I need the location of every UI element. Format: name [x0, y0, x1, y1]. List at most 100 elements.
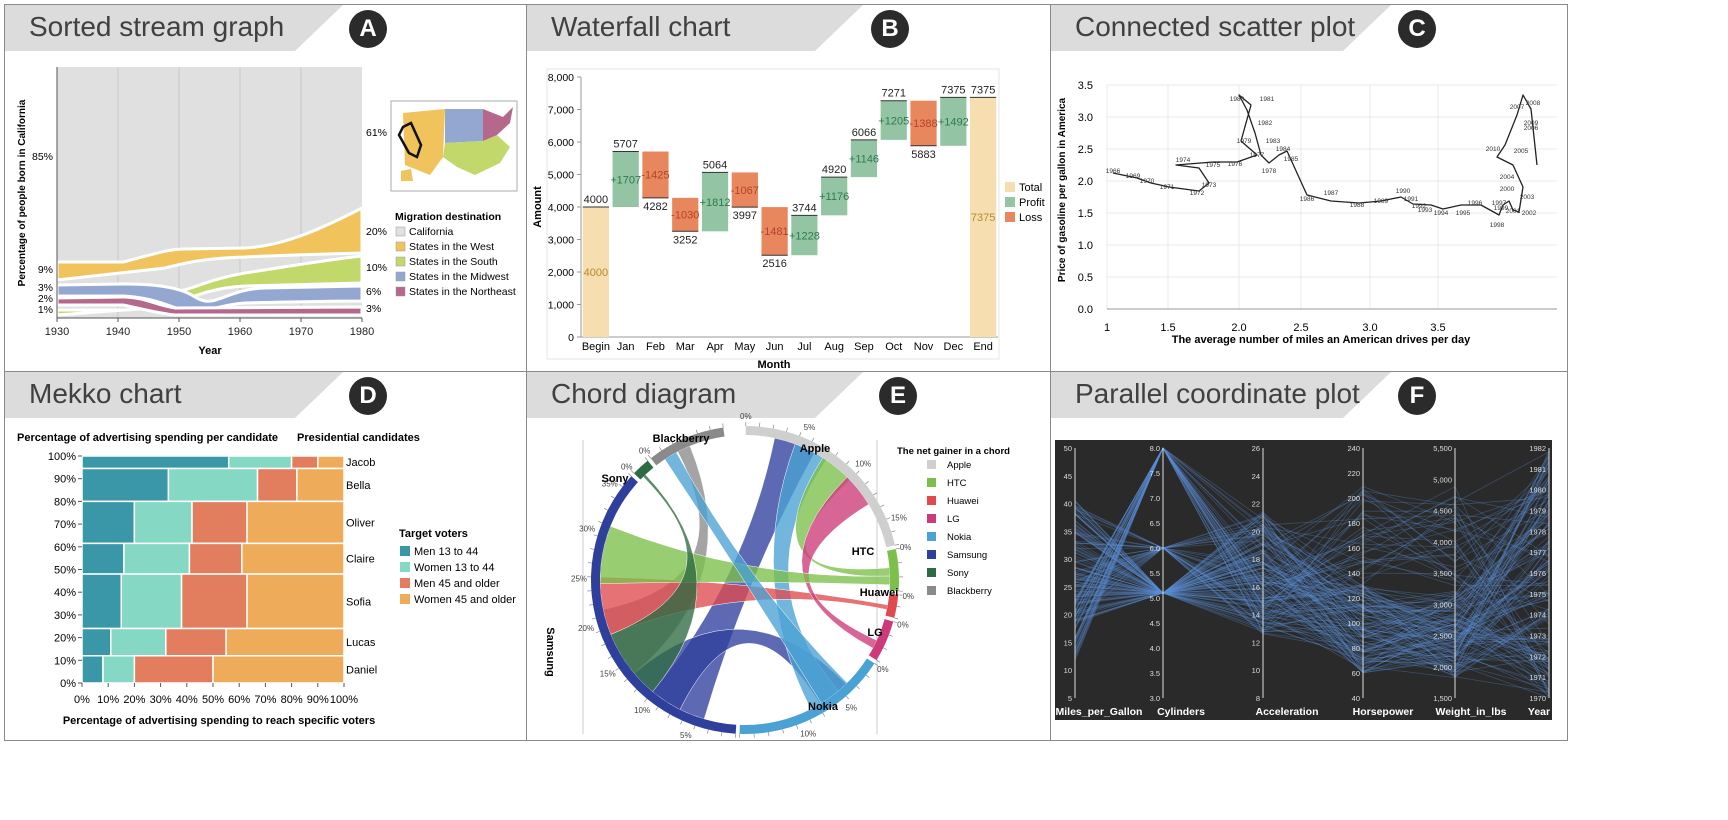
profit-bar — [821, 177, 848, 216]
year-label: 1969 — [1126, 173, 1141, 180]
data-polyline — [1074, 479, 1550, 615]
data-polyline — [1074, 523, 1550, 622]
x-tick-label: 50% — [202, 694, 224, 706]
candidate-label: Bella — [346, 480, 371, 492]
axis-tick-label: 14 — [1252, 611, 1260, 620]
x-tick-label: Begin — [582, 341, 610, 353]
axis-tick-label: 1979 — [1529, 507, 1546, 516]
data-polyline — [1074, 477, 1550, 672]
title-banner — [527, 5, 863, 51]
year-label: 1978 — [1262, 168, 1277, 175]
data-polyline — [1074, 447, 1550, 617]
mekko-segment — [81, 500, 136, 545]
data-polyline — [1074, 547, 1550, 641]
legend-swatch — [400, 578, 410, 588]
data-polyline — [1074, 501, 1550, 638]
data-polyline — [1074, 506, 1550, 677]
data-polyline — [1074, 447, 1550, 602]
map-south — [443, 135, 510, 175]
y-tick-label: 1,000 — [548, 300, 574, 312]
data-polyline — [1074, 576, 1550, 660]
data-polyline — [1074, 552, 1550, 653]
mekko-segment — [296, 467, 345, 503]
x-tick-label: Dec — [944, 341, 964, 353]
arc-tick — [623, 678, 628, 683]
bar-delta-label: +1176 — [819, 191, 849, 203]
arc-tick — [823, 444, 827, 449]
title-banner — [1051, 372, 1391, 418]
data-polyline — [1074, 592, 1550, 678]
legend-swatch — [395, 226, 406, 237]
arc-tick-label: 5% — [680, 731, 692, 740]
axis-tick-label: 80 — [1352, 644, 1360, 653]
group-label: LG — [867, 627, 882, 639]
year-label: 1983 — [1266, 138, 1281, 145]
axis-tick-label: 26 — [1252, 444, 1260, 453]
axis-tick-label: 30 — [1064, 555, 1072, 564]
x-tick-label: 100% — [330, 694, 358, 706]
panel-title: Waterfall chart — [551, 11, 731, 42]
arc-tick — [896, 606, 901, 608]
arc-tick — [593, 534, 598, 537]
map-midwest — [445, 109, 483, 143]
panel-title: Parallel coordinate plot — [1075, 378, 1360, 409]
legend-title: The net gainer in a chord — [897, 446, 1010, 457]
x-tick-label: 1930 — [45, 326, 69, 338]
profit-bar — [850, 139, 878, 178]
x-tick-label: 1980 — [350, 326, 374, 338]
arc-tick — [598, 521, 603, 524]
data-polyline — [1074, 510, 1550, 608]
data-polyline — [1074, 527, 1550, 660]
data-polyline — [1074, 512, 1550, 648]
data-polyline — [1074, 499, 1550, 668]
axis-tick-label: 120 — [1347, 594, 1360, 603]
data-polyline — [1074, 547, 1550, 664]
arc-tick — [894, 544, 900, 546]
x-tick-label: May — [734, 341, 755, 353]
running-total-label: 2516 — [762, 258, 786, 270]
profit-bar — [701, 172, 729, 232]
x-tick-label: 20% — [123, 694, 145, 706]
arc-tick — [894, 617, 899, 620]
year-label: 1970 — [1140, 178, 1155, 185]
mekko-segment — [290, 455, 319, 470]
arc-tick — [893, 621, 898, 623]
year-label: 1997 — [1492, 200, 1507, 207]
data-polyline — [1074, 570, 1550, 652]
data-polyline — [1074, 531, 1550, 633]
arc-tick — [659, 447, 662, 451]
x-tick-label: 40% — [176, 694, 198, 706]
data-polyline — [1074, 513, 1550, 697]
axis-tick-label: 1973 — [1529, 632, 1546, 641]
arc-tick-label: 0% — [900, 543, 912, 552]
axis-tick-label: 8 — [1256, 694, 1260, 703]
axis-tick-label: 50 — [1064, 444, 1072, 453]
data-polyline — [1074, 462, 1550, 633]
data-polyline — [1074, 559, 1550, 639]
axis-title: Horsepower — [1353, 706, 1414, 718]
legend-label: States in the Northeast — [409, 286, 516, 298]
data-polyline — [1074, 547, 1550, 676]
panel-title: Chord diagram — [551, 378, 737, 409]
mekko-segment — [120, 573, 183, 630]
data-polyline — [1074, 511, 1550, 637]
arc-tick — [782, 729, 784, 734]
data-polyline — [1074, 549, 1550, 673]
data-polyline — [1074, 479, 1550, 617]
arc-tick-label: 5% — [804, 423, 816, 432]
legend-swatch — [927, 586, 936, 595]
bar-delta-label: 7375 — [971, 212, 995, 224]
data-polyline — [1074, 447, 1550, 623]
arc-tick — [845, 695, 850, 700]
year-label: 2007 — [1510, 104, 1525, 111]
candidate-label: Sofia — [346, 596, 372, 608]
panel-title: Connected scatter plot — [1075, 11, 1356, 42]
data-polyline — [1074, 447, 1550, 604]
x-tick-label: Feb — [646, 341, 665, 353]
y-tick-label: 2.5 — [1078, 144, 1093, 156]
bar-delta-label: +1707 — [610, 174, 641, 186]
start-label: 9% — [38, 264, 53, 276]
axis-tick-label: 1,500 — [1433, 694, 1452, 703]
data-polyline — [1074, 520, 1550, 643]
y-axis-title: Amount — [532, 186, 544, 228]
